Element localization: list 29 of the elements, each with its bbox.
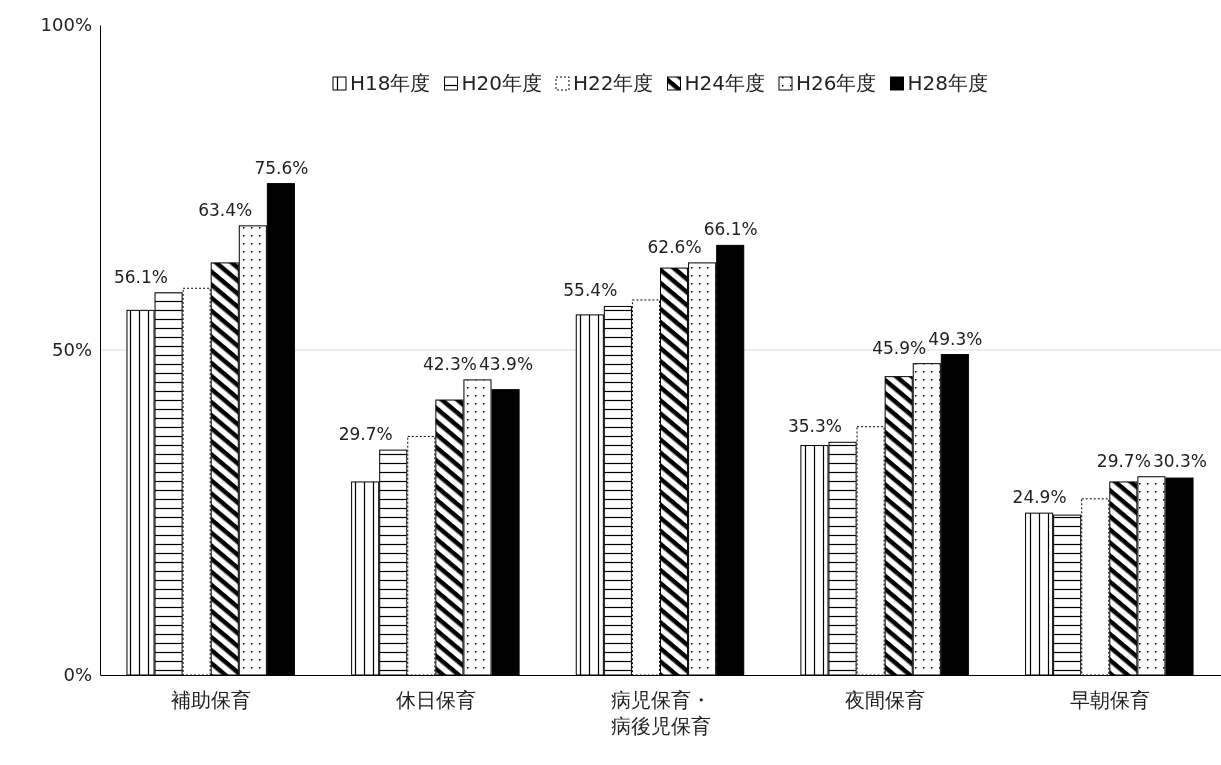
legend-label: H24年度 <box>684 71 765 95</box>
y-tick-label: 0% <box>63 664 92 686</box>
legend-label: H26年度 <box>796 71 877 95</box>
data-label: 35.3% <box>787 416 842 437</box>
data-label: 24.9% <box>1012 487 1067 508</box>
x-tick-label: 病児保育・病後児保育 <box>610 688 711 738</box>
legend-label: H22年度 <box>573 71 654 95</box>
x-tick-label: 早朝保育 <box>1069 688 1150 712</box>
data-label: 42.3% <box>422 353 477 374</box>
y-tick-label: 50% <box>51 339 92 361</box>
data-label: 45.9% <box>872 337 927 358</box>
data-label: 30.3% <box>1152 450 1208 471</box>
data-label: 55.4% <box>563 280 618 301</box>
legend-label: H18年度 <box>350 71 431 95</box>
data-label: 49.3% <box>928 328 983 349</box>
data-label: 29.7% <box>338 424 393 445</box>
data-label: 62.6% <box>647 236 702 257</box>
x-tick-label: 夜間保育 <box>845 688 926 712</box>
x-tick-label: 休日保育 <box>395 688 476 712</box>
data-label: 66.1% <box>703 219 758 240</box>
data-label: 43.9% <box>479 353 534 374</box>
data-label: 56.1% <box>113 266 169 287</box>
y-tick-label: 100% <box>40 14 92 36</box>
data-label: 29.7% <box>1096 450 1151 471</box>
legend-label: H28年度 <box>907 71 988 95</box>
legend-label: H20年度 <box>461 71 542 95</box>
x-tick-label: 補助保育 <box>171 688 252 712</box>
data-label: 75.6% <box>254 157 309 178</box>
data-label: 63.4% <box>198 199 253 220</box>
